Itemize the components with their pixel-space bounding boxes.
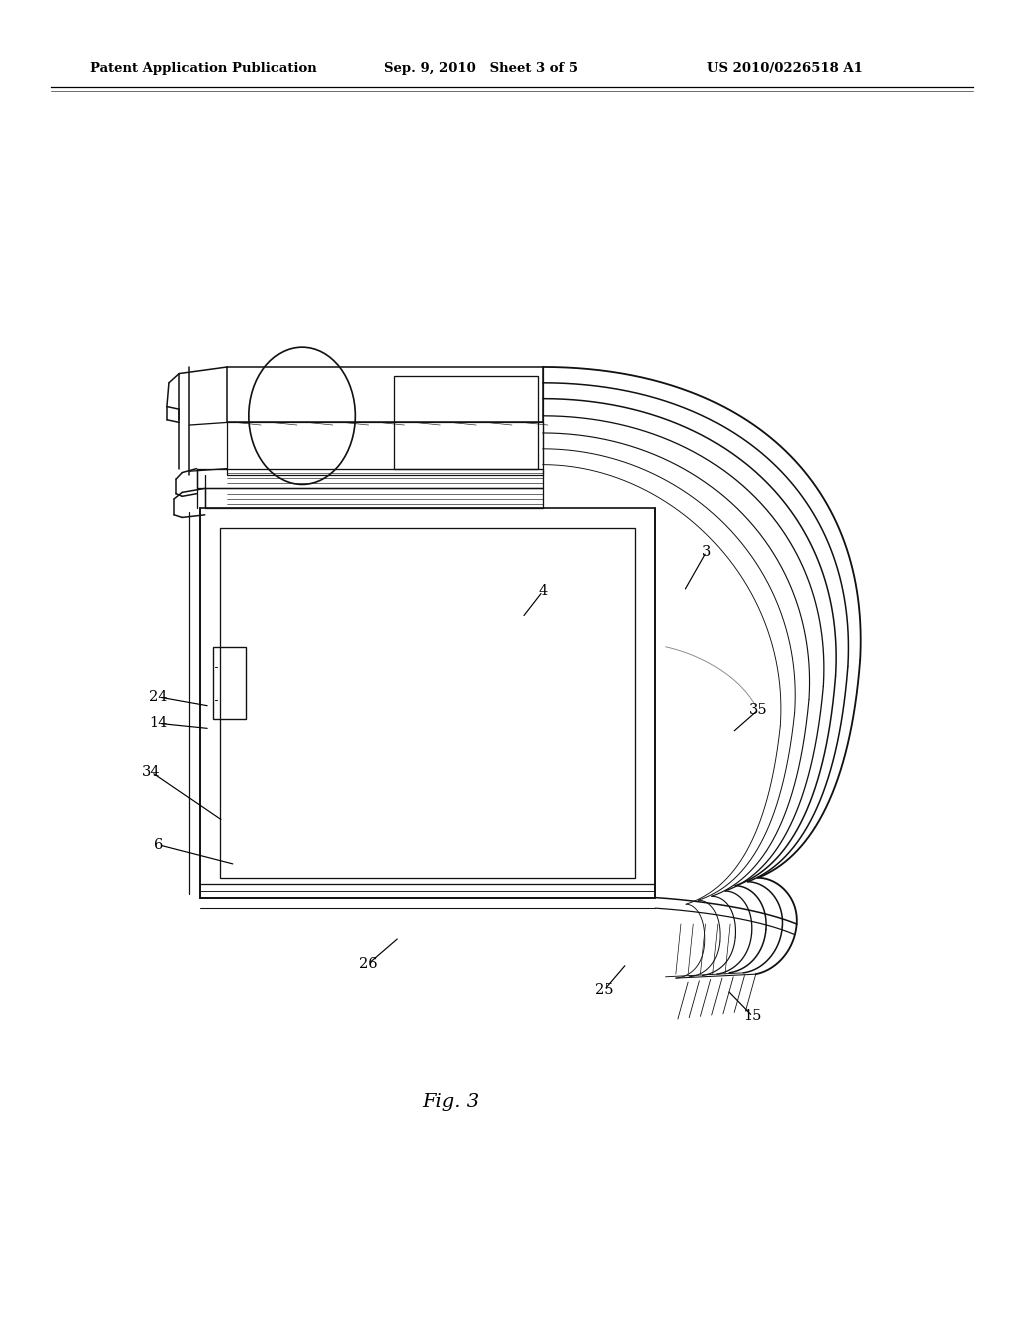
Text: Patent Application Publication: Patent Application Publication: [90, 62, 316, 75]
Text: 25: 25: [595, 983, 613, 997]
Text: Sep. 9, 2010   Sheet 3 of 5: Sep. 9, 2010 Sheet 3 of 5: [384, 62, 578, 75]
Text: 34: 34: [142, 766, 161, 779]
Text: 14: 14: [150, 717, 168, 730]
Text: 3: 3: [701, 545, 712, 558]
Text: 24: 24: [150, 690, 168, 704]
Text: Fig. 3: Fig. 3: [422, 1093, 479, 1111]
Text: 6: 6: [154, 838, 164, 851]
Text: 4: 4: [538, 585, 548, 598]
Text: 35: 35: [749, 704, 767, 717]
Text: US 2010/0226518 A1: US 2010/0226518 A1: [707, 62, 862, 75]
Text: 26: 26: [359, 957, 378, 970]
Text: 15: 15: [743, 1010, 762, 1023]
